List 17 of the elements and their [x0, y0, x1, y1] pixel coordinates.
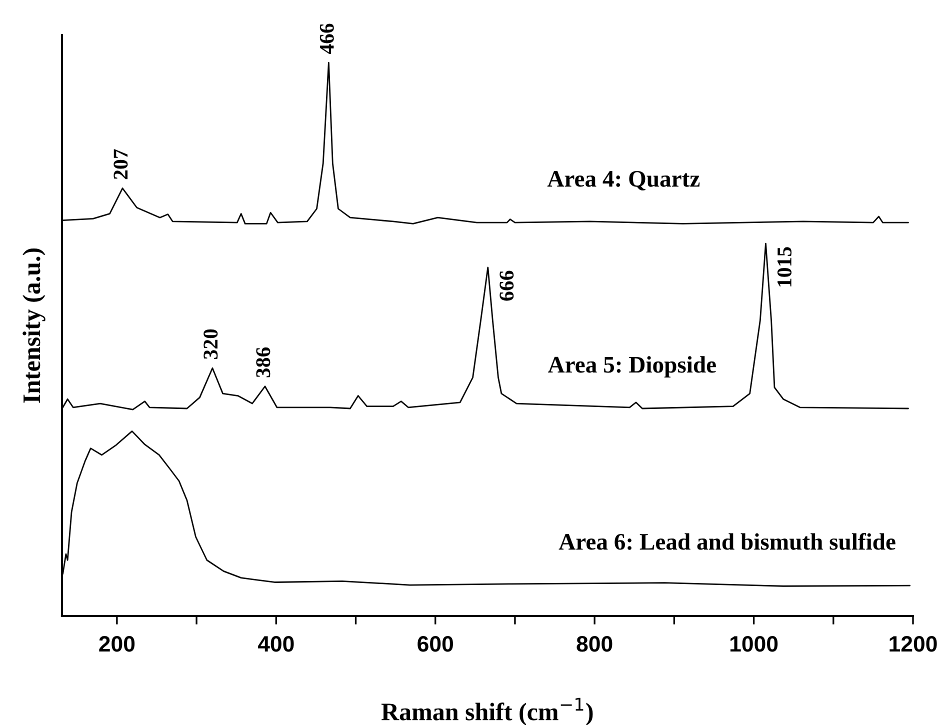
annotation: 466	[320, 24, 334, 54]
annotation: 1015	[777, 247, 792, 286]
x-tick-label: 400	[258, 636, 294, 652]
annotation: 207	[114, 149, 128, 180]
y-axis-title: Intensity (a.u.)	[22, 248, 46, 403]
x-tick-label: 800	[576, 636, 612, 652]
series-label: Area 5: Diopside	[548, 356, 716, 378]
annotation: 666	[500, 270, 514, 301]
x-tick-label: 1000	[730, 636, 778, 652]
annotation: 320	[204, 329, 218, 359]
x-tick-label: 200	[99, 636, 135, 652]
x-axis-title: Raman shift (cm$^{−1}$)	[381, 698, 593, 725]
x-tick-label: 600	[418, 636, 453, 652]
series-label: Area 6: Lead and bismuth sulfide	[558, 532, 896, 550]
annotation: 386	[256, 347, 270, 378]
series-label: Area 4: Quartz	[547, 170, 700, 190]
x-tick-label: 1200	[890, 636, 937, 652]
